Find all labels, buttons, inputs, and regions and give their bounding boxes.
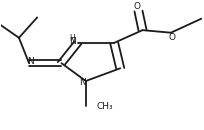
Text: H: H bbox=[70, 34, 75, 43]
Text: CH₃: CH₃ bbox=[97, 102, 114, 111]
Text: N: N bbox=[79, 78, 86, 87]
Text: N: N bbox=[69, 37, 76, 46]
Text: O: O bbox=[134, 2, 141, 11]
Text: O: O bbox=[168, 33, 175, 42]
Text: N: N bbox=[27, 57, 33, 66]
